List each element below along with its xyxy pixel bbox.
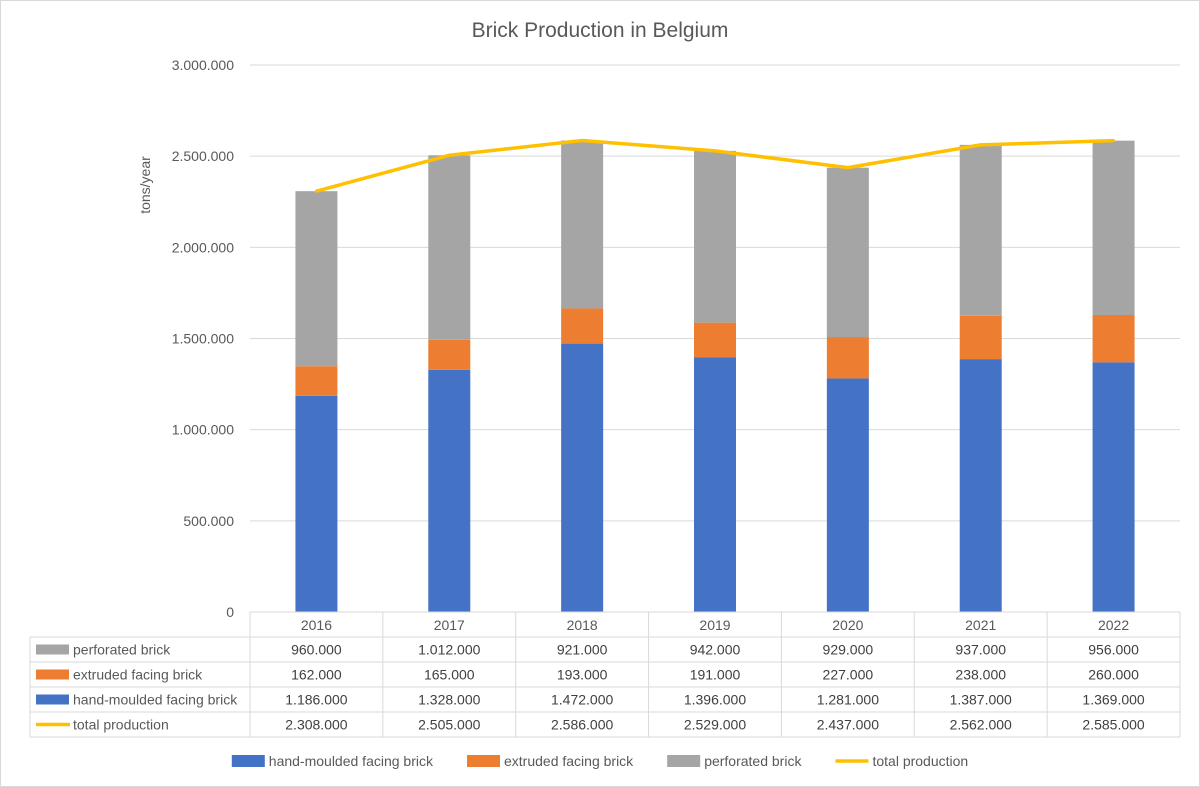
- table-cell-value: 2.308.000: [285, 717, 347, 733]
- x-category-label: 2020: [832, 617, 863, 633]
- table-cell-value: 1.387.000: [950, 692, 1012, 708]
- x-category-label: 2016: [301, 617, 332, 633]
- bar-hand-moulded-facing-brick: [1092, 362, 1135, 612]
- table-cell-value: 956.000: [1088, 642, 1139, 658]
- table-cell-value: 2.586.000: [551, 717, 613, 733]
- table-cell-value: 942.000: [690, 642, 741, 658]
- total-production-point: [447, 153, 451, 157]
- table-cell-value: 921.000: [557, 642, 608, 658]
- legend-label: extruded facing brick: [504, 753, 634, 769]
- y-tick-label: 500.000: [183, 513, 234, 529]
- bar-hand-moulded-facing-brick: [959, 359, 1002, 612]
- y-tick-label: 0: [226, 604, 234, 620]
- legend-key-extruded-facing-brick: [467, 755, 501, 767]
- table-cell-value: 960.000: [291, 642, 342, 658]
- bar-perforated-brick: [428, 155, 471, 340]
- legend-label: hand-moulded facing brick: [269, 753, 434, 769]
- y-tick-label: 1.500.000: [172, 331, 234, 347]
- y-axis-label: tons/year: [137, 156, 153, 214]
- data-table: 2016 2017 2018 2019 2020 2021 2022 perforated b…: [29, 611, 1181, 738]
- bar-hand-moulded-facing-brick: [694, 357, 736, 612]
- table-cell-value: 238.000: [955, 667, 1006, 683]
- total-production-point: [846, 166, 850, 170]
- bar-hand-moulded-facing-brick: [826, 378, 869, 612]
- y-tick-label: 3.000.000: [172, 57, 234, 73]
- table-key-perforated-brick: [36, 644, 69, 655]
- bar-extruded-facing-brick: [694, 322, 736, 358]
- table-cell-value: 2.562.000: [950, 717, 1012, 733]
- bar-extruded-facing-brick: [428, 339, 471, 370]
- y-tick-label: 2.000.000: [172, 239, 234, 255]
- table-cell-value: 227.000: [823, 667, 874, 683]
- bar-extruded-facing-brick: [826, 337, 869, 379]
- bar-extruded-facing-brick: [1092, 314, 1135, 363]
- legend-label: perforated brick: [704, 753, 802, 769]
- table-cell-value: 1.369.000: [1082, 692, 1144, 708]
- bar-perforated-brick: [1092, 140, 1135, 315]
- bar-extruded-facing-brick: [959, 315, 1002, 360]
- y-tick-labels: 0 500.000 1.000.000 1.500.000 2.000.000 2.500…: [172, 57, 235, 620]
- x-category-label: 2018: [567, 617, 598, 633]
- table-cell-value: 1.328.000: [418, 692, 480, 708]
- table-cell-value: 2.529.000: [684, 717, 746, 733]
- bar-perforated-brick: [295, 191, 338, 367]
- table-cell-value: 937.000: [955, 642, 1006, 658]
- table-cell-value: 2.585.000: [1082, 717, 1144, 733]
- bar-perforated-brick: [959, 144, 1002, 316]
- table-cell-value: 2.437.000: [817, 717, 879, 733]
- legend-key-hand-moulded-facing-brick: [231, 755, 265, 767]
- x-category-label: 2019: [699, 617, 730, 633]
- table-row-label: hand-moulded facing brick: [73, 692, 238, 708]
- table-cell-value: 1.012.000: [418, 642, 480, 658]
- y-tick-label: 1.000.000: [172, 422, 234, 438]
- x-category-label: 2017: [434, 617, 465, 633]
- total-production-point: [979, 143, 983, 147]
- table-cell-value: 162.000: [291, 667, 342, 683]
- x-category-label: 2021: [965, 617, 996, 633]
- legend-label: total production: [872, 753, 968, 769]
- table-row-label: perforated brick: [73, 642, 171, 658]
- x-category-label: 2022: [1098, 617, 1129, 633]
- y-tick-label: 2.500.000: [172, 148, 234, 164]
- bar-hand-moulded-facing-brick: [428, 369, 471, 612]
- bar-extruded-facing-brick: [561, 308, 604, 344]
- bars: [295, 140, 1135, 612]
- table-cell-value: 165.000: [424, 667, 475, 683]
- table-key-hand-moulded-facing-brick: [36, 694, 69, 705]
- total-production-line-layer: [314, 138, 1116, 193]
- bar-perforated-brick: [694, 150, 736, 323]
- table-key-extruded-facing-brick: [36, 669, 69, 680]
- bar-extruded-facing-brick: [295, 366, 338, 396]
- table-row-label: total production: [73, 717, 169, 733]
- table-cell-value: 191.000: [690, 667, 741, 683]
- table-cell-value: 929.000: [823, 642, 874, 658]
- table-cell-value: 1.281.000: [817, 692, 879, 708]
- table-cell-value: 260.000: [1088, 667, 1139, 683]
- table-cell-value: 1.472.000: [551, 692, 613, 708]
- table-row-label: extruded facing brick: [73, 667, 203, 683]
- chart-title: Brick Production in Belgium: [472, 19, 729, 42]
- table-cell-value: 1.396.000: [684, 692, 746, 708]
- bar-perforated-brick: [561, 140, 604, 309]
- total-production-point: [1112, 139, 1116, 143]
- bar-hand-moulded-facing-brick: [295, 395, 338, 612]
- total-production-point: [713, 149, 717, 153]
- table-cell-value: 2.505.000: [418, 717, 480, 733]
- legend: hand-moulded facing brick extruded facing…: [231, 753, 968, 769]
- total-production-point: [580, 138, 584, 142]
- bar-perforated-brick: [826, 167, 869, 338]
- table-cell-value: 1.186.000: [285, 692, 347, 708]
- legend-key-perforated-brick: [667, 755, 701, 767]
- table-cell-value: 193.000: [557, 667, 608, 683]
- bar-hand-moulded-facing-brick: [561, 343, 604, 612]
- total-production-point: [314, 189, 318, 193]
